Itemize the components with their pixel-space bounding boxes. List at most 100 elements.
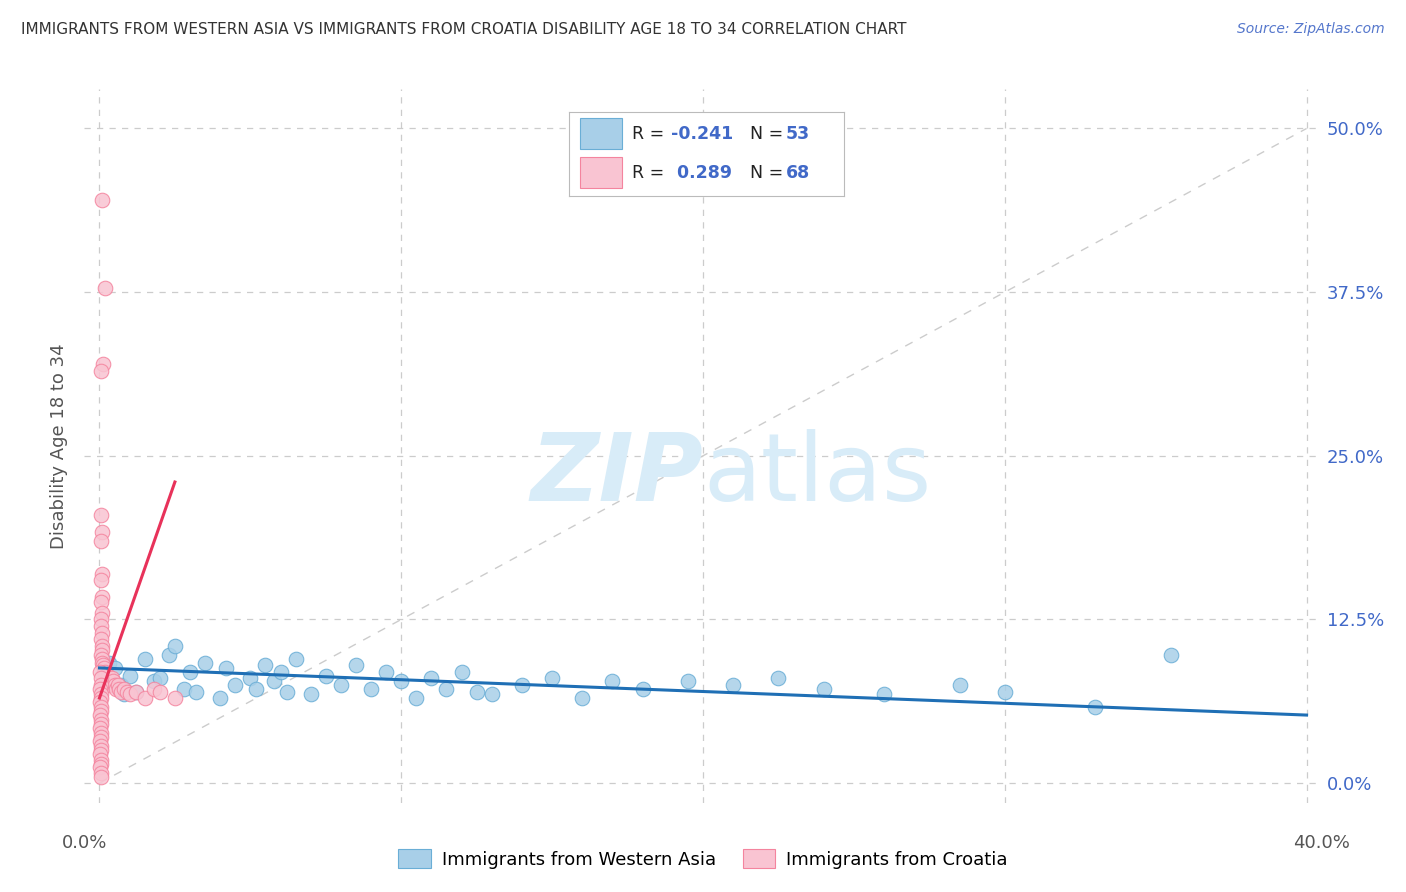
Point <box>948 678 970 692</box>
Point <box>89 747 111 762</box>
Point <box>90 632 112 647</box>
Point <box>873 687 896 701</box>
Point <box>96 672 118 686</box>
Point <box>90 739 112 754</box>
Point <box>90 770 112 784</box>
Point <box>115 684 138 698</box>
Point <box>239 672 262 686</box>
Point <box>90 652 112 666</box>
Point <box>89 708 111 723</box>
Point <box>98 678 121 692</box>
Text: -0.241: -0.241 <box>671 125 733 143</box>
Point <box>90 364 112 378</box>
Point <box>541 672 564 686</box>
Point <box>481 687 503 701</box>
Point <box>100 672 122 686</box>
Point <box>89 695 111 709</box>
Point <box>375 665 398 679</box>
Text: ZIP: ZIP <box>530 428 703 521</box>
Point <box>194 656 217 670</box>
Point <box>360 681 382 696</box>
Point <box>103 661 125 675</box>
Point <box>91 566 114 581</box>
Text: 68: 68 <box>786 163 810 181</box>
Point <box>142 673 165 688</box>
Point <box>602 673 624 688</box>
Point <box>90 591 112 605</box>
Point <box>90 194 112 208</box>
Point <box>299 687 322 701</box>
Point <box>90 717 112 731</box>
Point <box>93 661 115 675</box>
Point <box>284 652 307 666</box>
Legend: Immigrants from Western Asia, Immigrants from Croatia: Immigrants from Western Asia, Immigrants… <box>391 842 1015 876</box>
Point <box>103 678 125 692</box>
Point <box>90 753 112 767</box>
Text: N =: N = <box>740 125 789 143</box>
Point <box>245 681 267 696</box>
Text: R =: R = <box>633 125 671 143</box>
Point <box>721 678 744 692</box>
Point <box>90 743 112 757</box>
Point <box>1084 700 1107 714</box>
Text: 0.0%: 0.0% <box>62 834 107 852</box>
Point <box>1160 648 1182 662</box>
Point <box>90 691 112 706</box>
Point <box>510 678 533 692</box>
Text: N =: N = <box>740 163 789 181</box>
Text: IMMIGRANTS FROM WESTERN ASIA VS IMMIGRANTS FROM CROATIA DISABILITY AGE 18 TO 34 : IMMIGRANTS FROM WESTERN ASIA VS IMMIGRAN… <box>21 22 907 37</box>
Point <box>124 684 146 698</box>
Point <box>89 665 111 679</box>
Point <box>118 687 141 701</box>
Point <box>107 678 129 692</box>
Point <box>90 625 112 640</box>
Point <box>90 595 112 609</box>
Point <box>224 678 246 692</box>
Bar <box>581 119 621 149</box>
Point <box>89 734 111 748</box>
Point <box>91 357 114 371</box>
Point <box>90 606 112 620</box>
Point <box>90 678 112 692</box>
Point <box>276 684 298 698</box>
Point <box>90 726 112 740</box>
Point <box>134 652 156 666</box>
Point <box>90 533 112 548</box>
Text: Source: ZipAtlas.com: Source: ZipAtlas.com <box>1237 22 1385 37</box>
Point <box>90 524 112 539</box>
Point <box>209 691 232 706</box>
Point <box>149 684 172 698</box>
Point <box>344 658 367 673</box>
Point <box>215 661 238 675</box>
Point <box>768 672 790 686</box>
Point <box>676 673 699 688</box>
Y-axis label: Disability Age 18 to 34: Disability Age 18 to 34 <box>51 343 69 549</box>
Point <box>89 760 111 774</box>
Bar <box>581 157 621 188</box>
Point <box>101 673 124 688</box>
Point <box>90 687 112 701</box>
Point <box>90 612 112 626</box>
Point <box>93 665 115 679</box>
Point <box>90 714 112 728</box>
Point <box>89 721 111 735</box>
Point <box>90 619 112 633</box>
Point <box>90 672 112 686</box>
Point <box>420 672 443 686</box>
Text: atlas: atlas <box>703 428 931 521</box>
Point <box>389 673 412 688</box>
Point <box>90 731 112 745</box>
Point <box>91 656 114 670</box>
Point <box>97 669 120 683</box>
Point <box>450 665 472 679</box>
Text: 0.289: 0.289 <box>671 163 733 181</box>
Point <box>163 639 186 653</box>
Point <box>631 681 654 696</box>
Point <box>110 678 132 692</box>
Point <box>112 687 135 701</box>
Point <box>149 672 172 686</box>
Point <box>163 691 186 706</box>
Point <box>112 681 135 696</box>
Point <box>813 681 835 696</box>
Point <box>91 642 114 657</box>
